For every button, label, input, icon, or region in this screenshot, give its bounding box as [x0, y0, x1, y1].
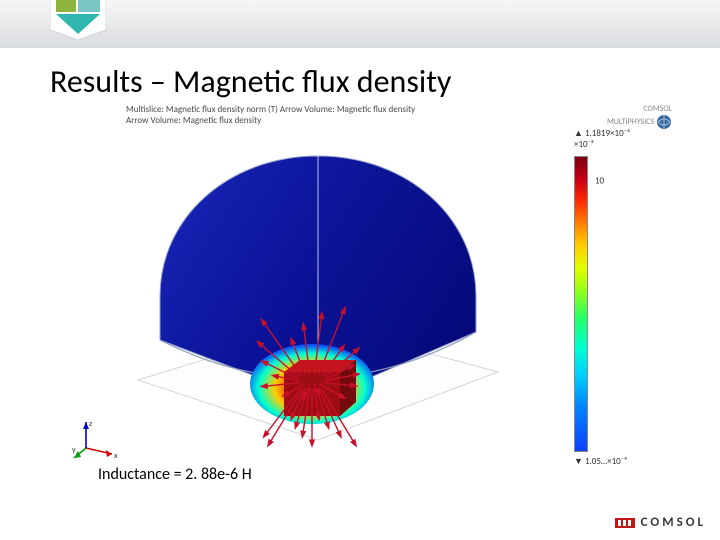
volume-plot — [88, 120, 528, 460]
inductance-readout: Inductance = 2. 88e-6 H — [98, 465, 252, 484]
footer-logo-icon — [615, 516, 635, 530]
footer-logo-text: COMSOL — [641, 515, 706, 530]
footer-logo: COMSOL — [615, 515, 706, 530]
colorbar-min-label: ▼ 1.05…×10⁻⁹ — [574, 456, 664, 467]
brand-text: COMSOL — [643, 104, 672, 114]
axis-y-label: y — [72, 445, 76, 455]
top-banner — [0, 0, 720, 48]
colorbar-tick: 10 — [595, 175, 604, 186]
axis-x-label: x — [114, 451, 118, 460]
slide-title: Results – Magnetic flux density — [50, 62, 451, 101]
banner-logo-chip — [50, 0, 106, 40]
figure-caption-line1: Multislice: Magnetic flux density norm (… — [126, 104, 415, 115]
colorbar-exponent: ×10⁻⁵ — [574, 139, 664, 150]
axis-triad-icon: x y z — [72, 418, 118, 460]
colorbar-gradient: 10 — [574, 156, 588, 452]
brand-top-right: COMSOL MULTIPHYSICS — [607, 104, 672, 130]
axis-z-label: z — [89, 419, 92, 429]
brand-subtext: MULTIPHYSICS — [607, 117, 654, 127]
colorbar-max-label: ▲ 1.1819×10⁻⁴ — [574, 128, 664, 139]
colorbar: ▲ 1.1819×10⁻⁴ ×10⁻⁵ 10 ▼ 1.05…×10⁻⁹ — [574, 128, 664, 467]
